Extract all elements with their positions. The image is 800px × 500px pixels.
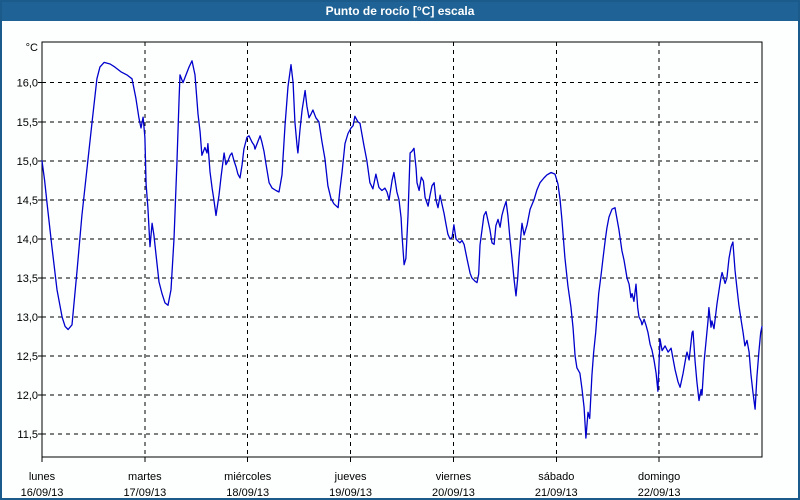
y-tick-label: 13,0: [17, 312, 38, 324]
x-tick-day-label: martes: [128, 471, 162, 483]
chart-title: Punto de rocío [°C] escala: [325, 4, 475, 18]
x-tick-date-label: 16/09/13: [21, 487, 64, 499]
y-tick-label: 15,5: [17, 117, 38, 129]
x-tick-day-label: sábado: [538, 471, 574, 483]
y-tick-label: 15,0: [17, 156, 38, 168]
y-tick-label: 12,0: [17, 390, 38, 402]
x-tick-date-label: 19/09/13: [329, 487, 372, 499]
y-tick-label: 13,5: [17, 273, 38, 285]
x-tick-day-label: lunes: [29, 471, 56, 483]
x-tick-date-label: 21/09/13: [535, 487, 578, 499]
x-tick-date-label: 22/09/13: [638, 487, 681, 499]
plot-frame: [41, 41, 763, 458]
x-tick-day-label: miércoles: [224, 471, 272, 483]
x-tick-date-label: 17/09/13: [123, 487, 166, 499]
chart-title-bar: Punto de rocío [°C] escala: [2, 2, 798, 21]
y-axis-unit-label: °C: [26, 42, 38, 54]
y-tick-label: 16,0: [17, 78, 38, 90]
x-tick-day-label: domingo: [638, 471, 680, 483]
x-tick-date-label: 18/09/13: [226, 487, 269, 499]
y-tick-label: 14,0: [17, 234, 38, 246]
x-tick-date-label: 20/09/13: [432, 487, 475, 499]
dewpoint-series-line: [41, 60, 763, 439]
y-tick-label: 12,5: [17, 351, 38, 363]
y-tick-label: 14,5: [17, 195, 38, 207]
x-tick-day-label: jueves: [334, 471, 367, 483]
y-tick-label: 11,5: [17, 429, 38, 441]
x-tick-day-label: viernes: [436, 471, 472, 483]
